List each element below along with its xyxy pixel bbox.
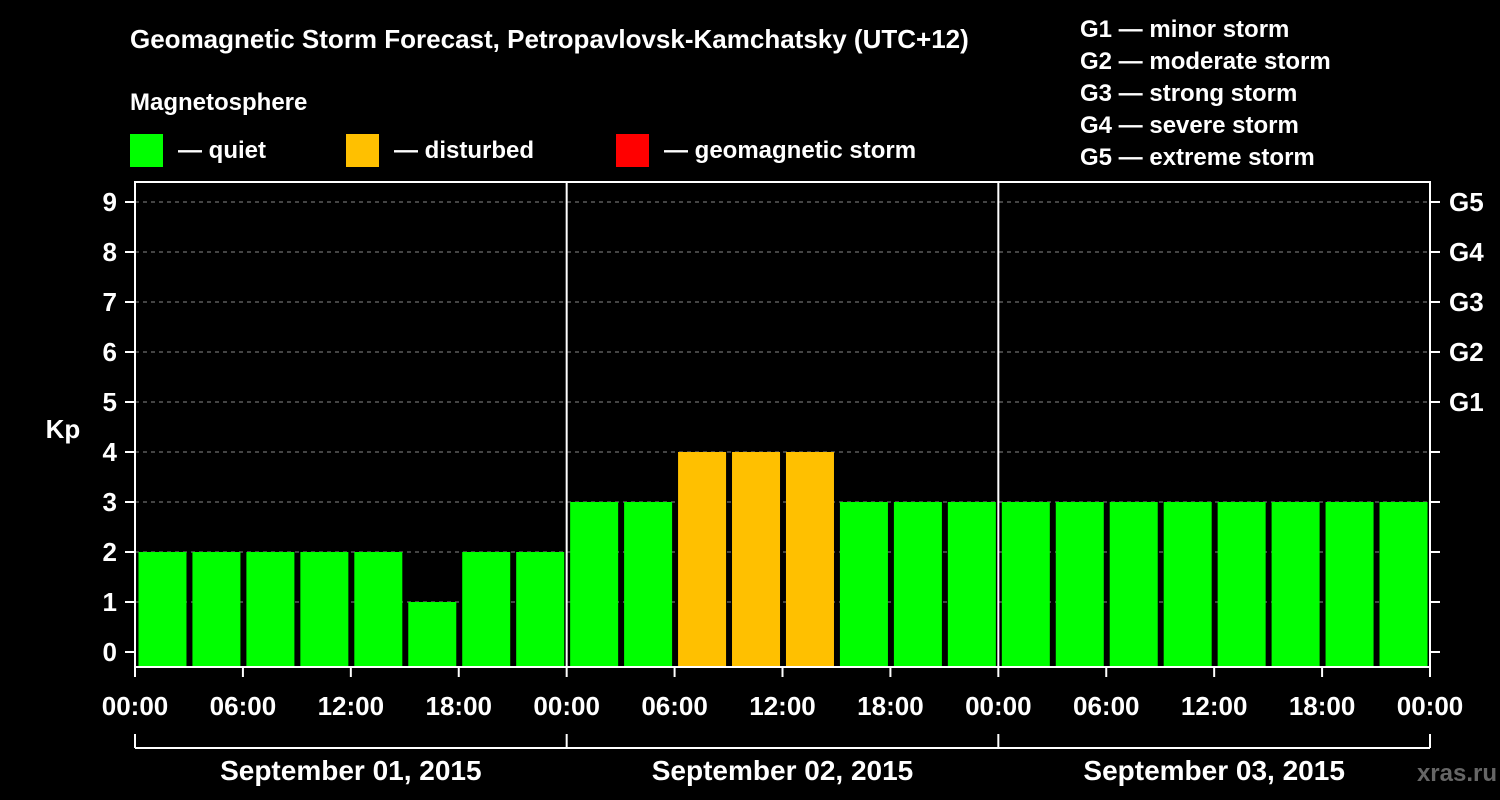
bar-19 [1163, 502, 1212, 667]
x-tick-label-5: 06:00 [641, 691, 708, 721]
x-tick-label-4: 00:00 [533, 691, 600, 721]
right-tick-label-G3: G3 [1449, 287, 1484, 317]
legend-label-0: — quiet [178, 137, 266, 164]
y-tick-label-1: 1 [103, 587, 117, 617]
bar-13 [839, 502, 888, 667]
x-tick-label-12: 00:00 [1397, 691, 1464, 721]
bar-2 [246, 552, 295, 667]
x-tick-label-9: 06:00 [1073, 691, 1140, 721]
bar-22 [1325, 502, 1374, 667]
right-tick-label-G4: G4 [1449, 237, 1484, 267]
legend-swatch-1 [346, 134, 379, 167]
day-label-0: September 01, 2015 [220, 755, 482, 786]
bar-0 [138, 552, 187, 667]
day-label-2: September 03, 2015 [1083, 755, 1345, 786]
bar-10 [678, 452, 727, 667]
storm-scale-item-1: G2 — moderate storm [1080, 48, 1331, 75]
bar-18 [1109, 502, 1158, 667]
bar-6 [462, 552, 511, 667]
x-tick-label-10: 12:00 [1181, 691, 1248, 721]
y-axis-label: Kp [46, 414, 81, 444]
y-tick-label-8: 8 [103, 237, 117, 267]
right-axis: G1 G2 G3 G4 G5 [1430, 187, 1484, 653]
bar-3 [300, 552, 349, 667]
bar-17 [1055, 502, 1104, 667]
y-tick-label-2: 2 [103, 537, 117, 567]
y-tick-label-0: 0 [103, 637, 117, 667]
legend-swatch-0 [130, 134, 163, 167]
y-tick-label-9: 9 [103, 187, 117, 217]
x-tick-label-6: 12:00 [749, 691, 816, 721]
legend-label-1: — disturbed [394, 137, 534, 164]
x-tick-label-2: 12:00 [318, 691, 385, 721]
x-tick-label-11: 18:00 [1289, 691, 1356, 721]
chart-title: Geomagnetic Storm Forecast, Petropavlovs… [130, 24, 969, 54]
bar-16 [1001, 502, 1050, 667]
day-labels: September 01, 2015 September 02, 2015 Sept… [134, 734, 1431, 786]
bar-9 [624, 502, 673, 667]
y-tick-label-6: 6 [103, 337, 117, 367]
bar-4 [354, 552, 403, 667]
y-axis: 0 1 2 3 4 5 6 7 8 9 [103, 187, 135, 667]
x-tick-label-3: 18:00 [426, 691, 493, 721]
storm-scale-item-0: G1 — minor storm [1080, 16, 1289, 43]
y-tick-label-5: 5 [103, 387, 117, 417]
x-tick-label-8: 00:00 [965, 691, 1032, 721]
watermark: xras.ru [1417, 760, 1497, 787]
storm-scale-item-4: G5 — extreme storm [1080, 144, 1315, 171]
day-label-1: September 02, 2015 [652, 755, 914, 786]
storm-scale-item-3: G4 — severe storm [1080, 112, 1299, 139]
bar-20 [1217, 502, 1266, 667]
bar-8 [570, 502, 619, 667]
bar-21 [1271, 502, 1320, 667]
storm-scale-item-2: G3 — strong storm [1080, 80, 1297, 107]
y-tick-label-3: 3 [103, 487, 117, 517]
legend: — quiet — disturbed — geomagnetic storm [130, 134, 916, 167]
bar-7 [516, 552, 565, 667]
bars [138, 452, 1428, 667]
bar-14 [893, 502, 942, 667]
x-tick-label-1: 06:00 [210, 691, 277, 721]
x-axis: 00:00 06:00 12:00 18:00 00:00 06:00 12:00 18:00… [102, 667, 1464, 721]
bar-23 [1379, 502, 1428, 667]
bar-11 [732, 452, 781, 667]
right-tick-label-G1: G1 [1449, 387, 1484, 417]
y-tick-label-7: 7 [103, 287, 117, 317]
x-tick-label-0: 00:00 [102, 691, 169, 721]
bar-1 [192, 552, 241, 667]
legend-swatch-2 [616, 134, 649, 167]
x-tick-label-7: 18:00 [857, 691, 924, 721]
bar-12 [785, 452, 834, 667]
right-tick-label-G5: G5 [1449, 187, 1484, 217]
bar-15 [947, 502, 996, 667]
right-tick-label-G2: G2 [1449, 337, 1484, 367]
legend-title: Magnetosphere [130, 89, 307, 116]
y-tick-label-4: 4 [103, 437, 118, 467]
storm-scale-legend: G1 — minor storm G2 — moderate storm G3 — … [1080, 16, 1331, 171]
legend-label-2: — geomagnetic storm [664, 137, 916, 164]
bar-5 [408, 602, 457, 667]
